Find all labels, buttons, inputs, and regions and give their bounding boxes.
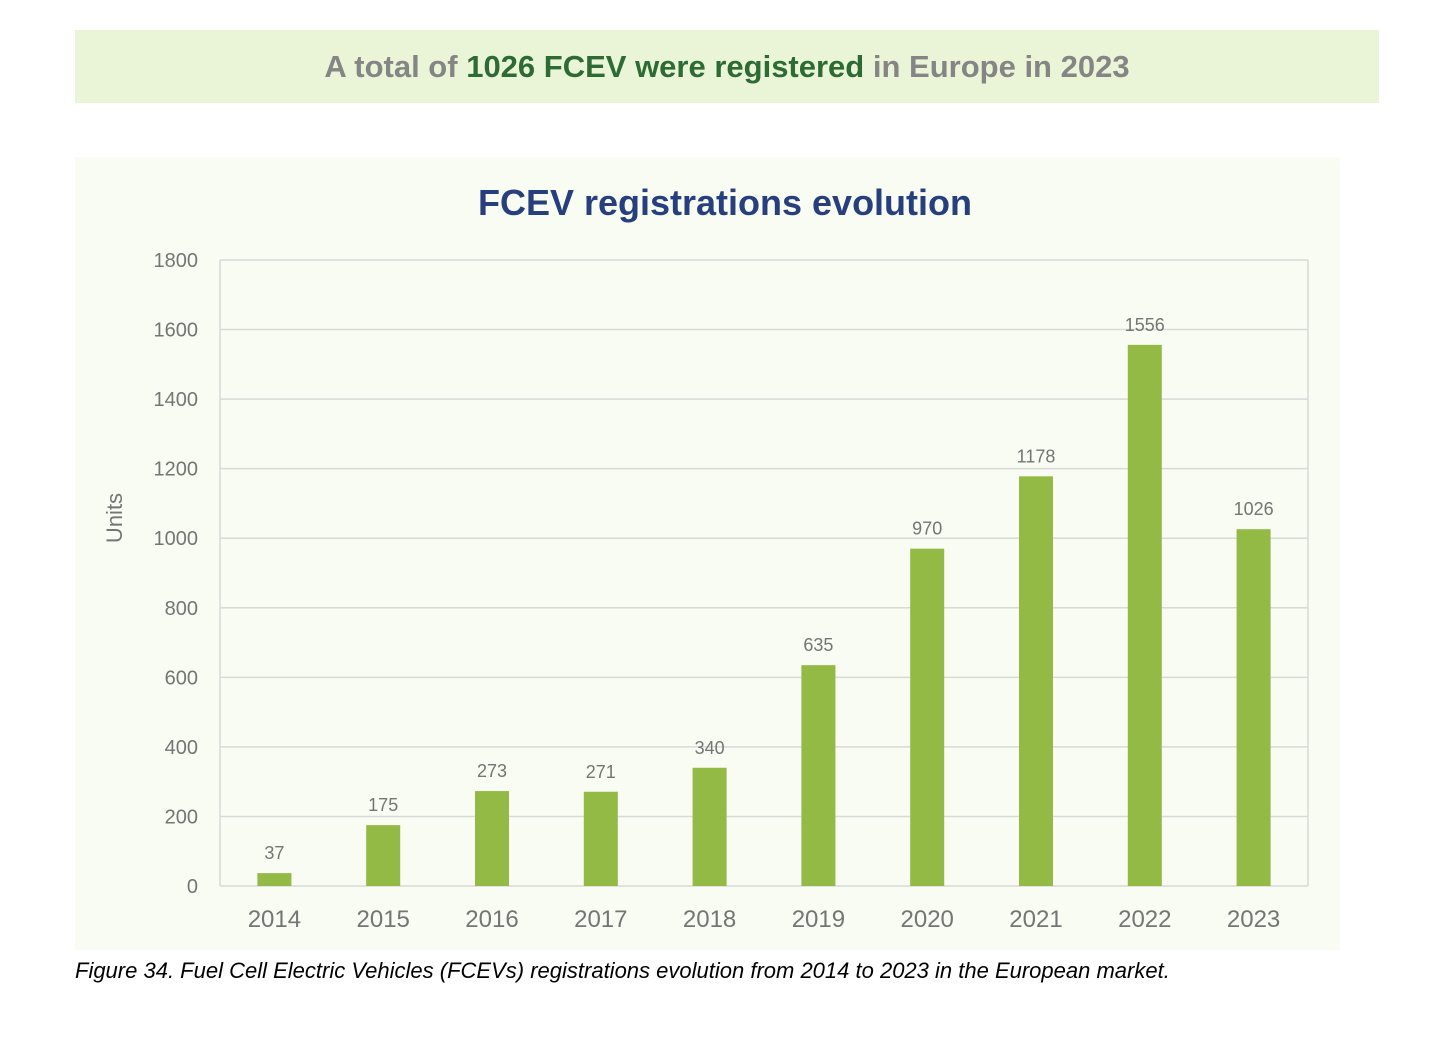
data-label-2015: 175 bbox=[368, 795, 398, 815]
figure-caption: Figure 34. Fuel Cell Electric Vehicles (… bbox=[75, 958, 1170, 983]
data-label-2017: 271 bbox=[586, 762, 616, 782]
x-tick-label-2020: 2020 bbox=[901, 906, 954, 933]
y-tick-label: 400 bbox=[165, 737, 198, 759]
data-label-2023: 1026 bbox=[1234, 499, 1274, 519]
x-tick-labels: 2014 2015 2016 2017 2018 2019 2020 2021 2022 2023 bbox=[248, 906, 1281, 933]
y-tick-label: 600 bbox=[165, 667, 198, 689]
headline-pre: A total of bbox=[324, 48, 458, 84]
data-label-2020: 970 bbox=[912, 519, 942, 539]
chart-panel: FCEV registrations evolution Units 0 200 4… bbox=[75, 157, 1340, 950]
x-tick-label-2015: 2015 bbox=[357, 906, 410, 933]
x-tick-label-2023: 2023 bbox=[1227, 906, 1280, 933]
bar-2021 bbox=[1019, 476, 1053, 886]
chart-title: FCEV registrations evolution bbox=[478, 182, 972, 223]
y-tick-label: 1800 bbox=[154, 250, 199, 272]
y-tick-label: 1000 bbox=[154, 528, 199, 550]
grid-lines bbox=[219, 259, 1309, 887]
bar-2020 bbox=[910, 548, 945, 886]
x-tick-label-2022: 2022 bbox=[1118, 906, 1171, 933]
y-tick-label: 200 bbox=[165, 806, 198, 828]
bar-2017 bbox=[583, 791, 618, 886]
y-tick-label: 1400 bbox=[154, 389, 199, 411]
y-tick-label: 800 bbox=[165, 598, 198, 620]
y-tick-label: 1200 bbox=[154, 459, 199, 481]
data-label-2022: 1556 bbox=[1125, 315, 1165, 335]
x-tick-label-2017: 2017 bbox=[574, 906, 627, 933]
bar-2019 bbox=[801, 665, 836, 886]
y-tick-label: 1600 bbox=[154, 320, 199, 342]
bar-2014 bbox=[257, 873, 292, 886]
bar-2015 bbox=[366, 825, 401, 886]
headline-banner: A total of 1026 FCEV were registered in … bbox=[75, 30, 1379, 103]
bar-2022 bbox=[1127, 344, 1162, 886]
x-tick-label-2018: 2018 bbox=[683, 906, 736, 933]
data-label-2016: 273 bbox=[477, 761, 507, 781]
bar-2016 bbox=[475, 791, 509, 886]
headline-post: in Europe in 2023 bbox=[872, 48, 1130, 84]
bar-2023 bbox=[1236, 529, 1271, 886]
data-label-2021: 1178 bbox=[1017, 446, 1056, 466]
x-tick-label-2016: 2016 bbox=[465, 906, 518, 933]
x-tick-label-2019: 2019 bbox=[792, 906, 845, 933]
bars bbox=[257, 344, 1271, 886]
x-tick-label-2014: 2014 bbox=[248, 906, 301, 933]
y-tick-labels: 0 200 400 600 800 1000 1200 1400 1600 1800 bbox=[154, 250, 199, 898]
data-label-2019: 635 bbox=[803, 635, 833, 655]
data-label-2014: 37 bbox=[264, 843, 284, 863]
x-tick-label-2021: 2021 bbox=[1009, 906, 1062, 933]
data-label-2018: 340 bbox=[695, 738, 725, 758]
bar-chart: FCEV registrations evolution Units 0 200 4… bbox=[102, 182, 1309, 933]
y-axis-label: Units bbox=[102, 493, 127, 543]
data-labels: 37 175 273 271 340 635 970 1178 1556 1026 bbox=[264, 315, 1273, 863]
y-tick-label: 0 bbox=[187, 876, 198, 898]
headline-highlight: 1026 FCEV were registered bbox=[466, 48, 865, 84]
bar-2018 bbox=[692, 767, 727, 886]
